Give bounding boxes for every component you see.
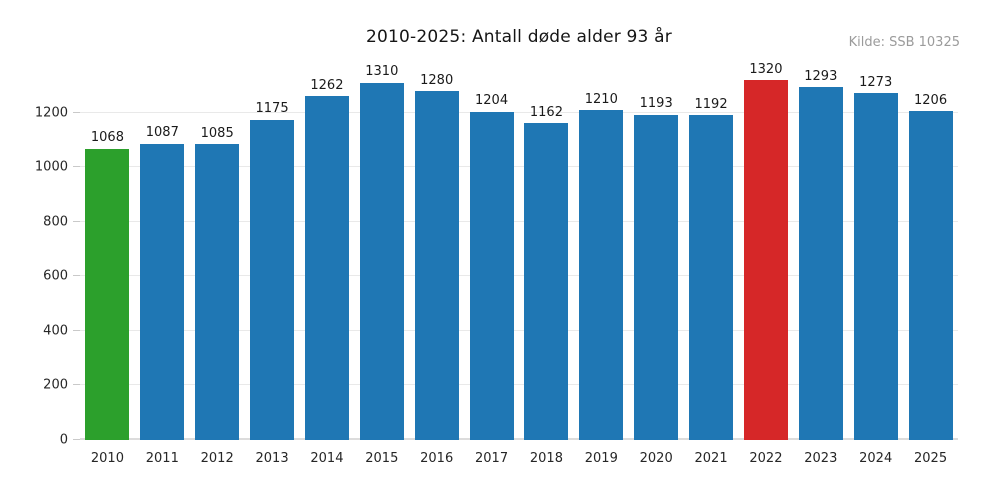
x-tick-label-2019: 2019: [584, 451, 618, 466]
y-tick-label-0: 0: [59, 432, 68, 448]
bar-value-label-2021: 1192: [694, 96, 728, 112]
x-tick-label-2012: 2012: [200, 451, 234, 466]
y-tick-label-1200: 1200: [34, 105, 68, 121]
y-tick-label-800: 800: [43, 214, 68, 230]
bar-value-label-2016: 1280: [420, 72, 454, 88]
y-tick-mark-800: [73, 220, 80, 222]
y-tick-mark-200: [73, 384, 80, 386]
x-tick-label-2013: 2013: [255, 451, 289, 466]
bar-2021: [689, 114, 733, 440]
bar-slot-2016: 1280: [409, 50, 464, 440]
bar-value-label-2015: 1310: [365, 64, 399, 80]
bar-slot-2011: 1087: [135, 50, 190, 440]
y-tick-mark-400: [73, 329, 80, 331]
bar-2023: [798, 87, 843, 440]
gridline-0: [80, 438, 958, 440]
x-tick-label-2023: 2023: [804, 451, 838, 466]
bar-value-label-2014: 1262: [310, 77, 344, 93]
y-tick-label-200: 200: [43, 377, 68, 393]
bar-slot-2019: 1210: [574, 50, 629, 440]
y-tick-mark-0: [73, 439, 80, 440]
x-tick-label-2017: 2017: [475, 451, 509, 466]
source-label: Kilde: SSB 10325: [848, 35, 960, 50]
bar-slot-2021: 1192: [684, 50, 739, 440]
bar-slot-2020: 1193: [629, 50, 684, 440]
bar-slot-2025: 1206: [903, 50, 958, 440]
bar-2014: [304, 95, 349, 440]
bar-2020: [634, 114, 679, 440]
y-tick-label-400: 400: [43, 323, 68, 339]
bar-slot-2018: 1162: [519, 50, 574, 440]
x-axis: 2010 2011 2012 2013 2014 2015 2016 2017 2018 2019…: [80, 442, 958, 476]
gridline-1200: [80, 111, 958, 113]
x-tick-label-2020: 2020: [639, 451, 673, 466]
x-tick-label-2015: 2015: [365, 451, 399, 466]
bar-slot-2017: 1204: [464, 50, 519, 440]
bar-slot-2024: 1273: [848, 50, 903, 440]
bar-2013: [250, 119, 294, 440]
bar-2010: [85, 148, 130, 440]
bar-slot-2015: 1310: [354, 50, 409, 440]
y-tick-mark-600: [73, 275, 80, 277]
bar-value-label-2011: 1087: [145, 125, 179, 141]
bar-value-label-2013: 1175: [255, 101, 289, 117]
x-tick-label-2022: 2022: [749, 451, 783, 466]
plot-area: 0 200 400 600 800 1000 1200 1068 1087 1085 1175 126…: [35, 50, 958, 447]
bar-2011: [140, 143, 185, 440]
bar-slot-2022: 1320: [739, 50, 794, 440]
bar-2012: [195, 144, 240, 440]
gridline-600: [80, 275, 958, 277]
bar-2022: [743, 80, 788, 440]
x-tick-label-2025: 2025: [914, 451, 948, 466]
x-tick-label-2014: 2014: [310, 451, 344, 466]
bar-value-label-2017: 1204: [475, 93, 509, 109]
bar-value-label-2012: 1085: [200, 125, 234, 141]
bar-2016: [414, 90, 459, 440]
bar-value-label-2022: 1320: [749, 61, 783, 77]
bar-value-label-2018: 1162: [529, 104, 563, 120]
x-tick-label-2018: 2018: [529, 451, 563, 466]
gridline-1000: [80, 166, 958, 168]
bar-2024: [853, 92, 898, 440]
bar-value-label-2023: 1293: [804, 69, 838, 85]
y-tick-label-600: 600: [43, 268, 68, 284]
bar-2025: [908, 111, 953, 440]
x-tick-label-2011: 2011: [145, 451, 179, 466]
y-tick-mark-1000: [73, 166, 80, 168]
gridline-800: [80, 220, 958, 222]
y-tick-label-1000: 1000: [34, 159, 68, 175]
gridline-400: [80, 329, 958, 331]
x-tick-label-2010: 2010: [90, 451, 124, 466]
bar-slot-2014: 1262: [300, 50, 355, 440]
bar-value-label-2010: 1068: [90, 130, 124, 146]
bar-2018: [524, 123, 569, 440]
bar-slot-2023: 1293: [793, 50, 848, 440]
bar-value-label-2025: 1206: [914, 92, 948, 108]
bar-2015: [359, 82, 404, 440]
bar-value-label-2020: 1193: [639, 96, 673, 112]
bar-value-label-2024: 1273: [859, 74, 893, 90]
bar-slot-2010: 1068: [80, 50, 135, 440]
bar-slot-2013: 1175: [245, 50, 300, 440]
x-tick-label-2024: 2024: [859, 451, 893, 466]
chart-title: 2010-2025: Antall døde alder 93 år: [365, 27, 672, 47]
x-tick-label-2021: 2021: [694, 451, 728, 466]
bars-container: 1068 1087 1085 1175 1262 1310 1280 1204 1162 1210…: [80, 50, 958, 440]
bar-2017: [469, 111, 514, 440]
y-tick-mark-1200: [73, 111, 80, 113]
x-tick-label-2016: 2016: [420, 451, 454, 466]
bar-value-label-2019: 1210: [584, 91, 618, 107]
gridline-200: [80, 384, 958, 386]
bar-slot-2012: 1085: [190, 50, 245, 440]
bar-2019: [579, 110, 624, 440]
